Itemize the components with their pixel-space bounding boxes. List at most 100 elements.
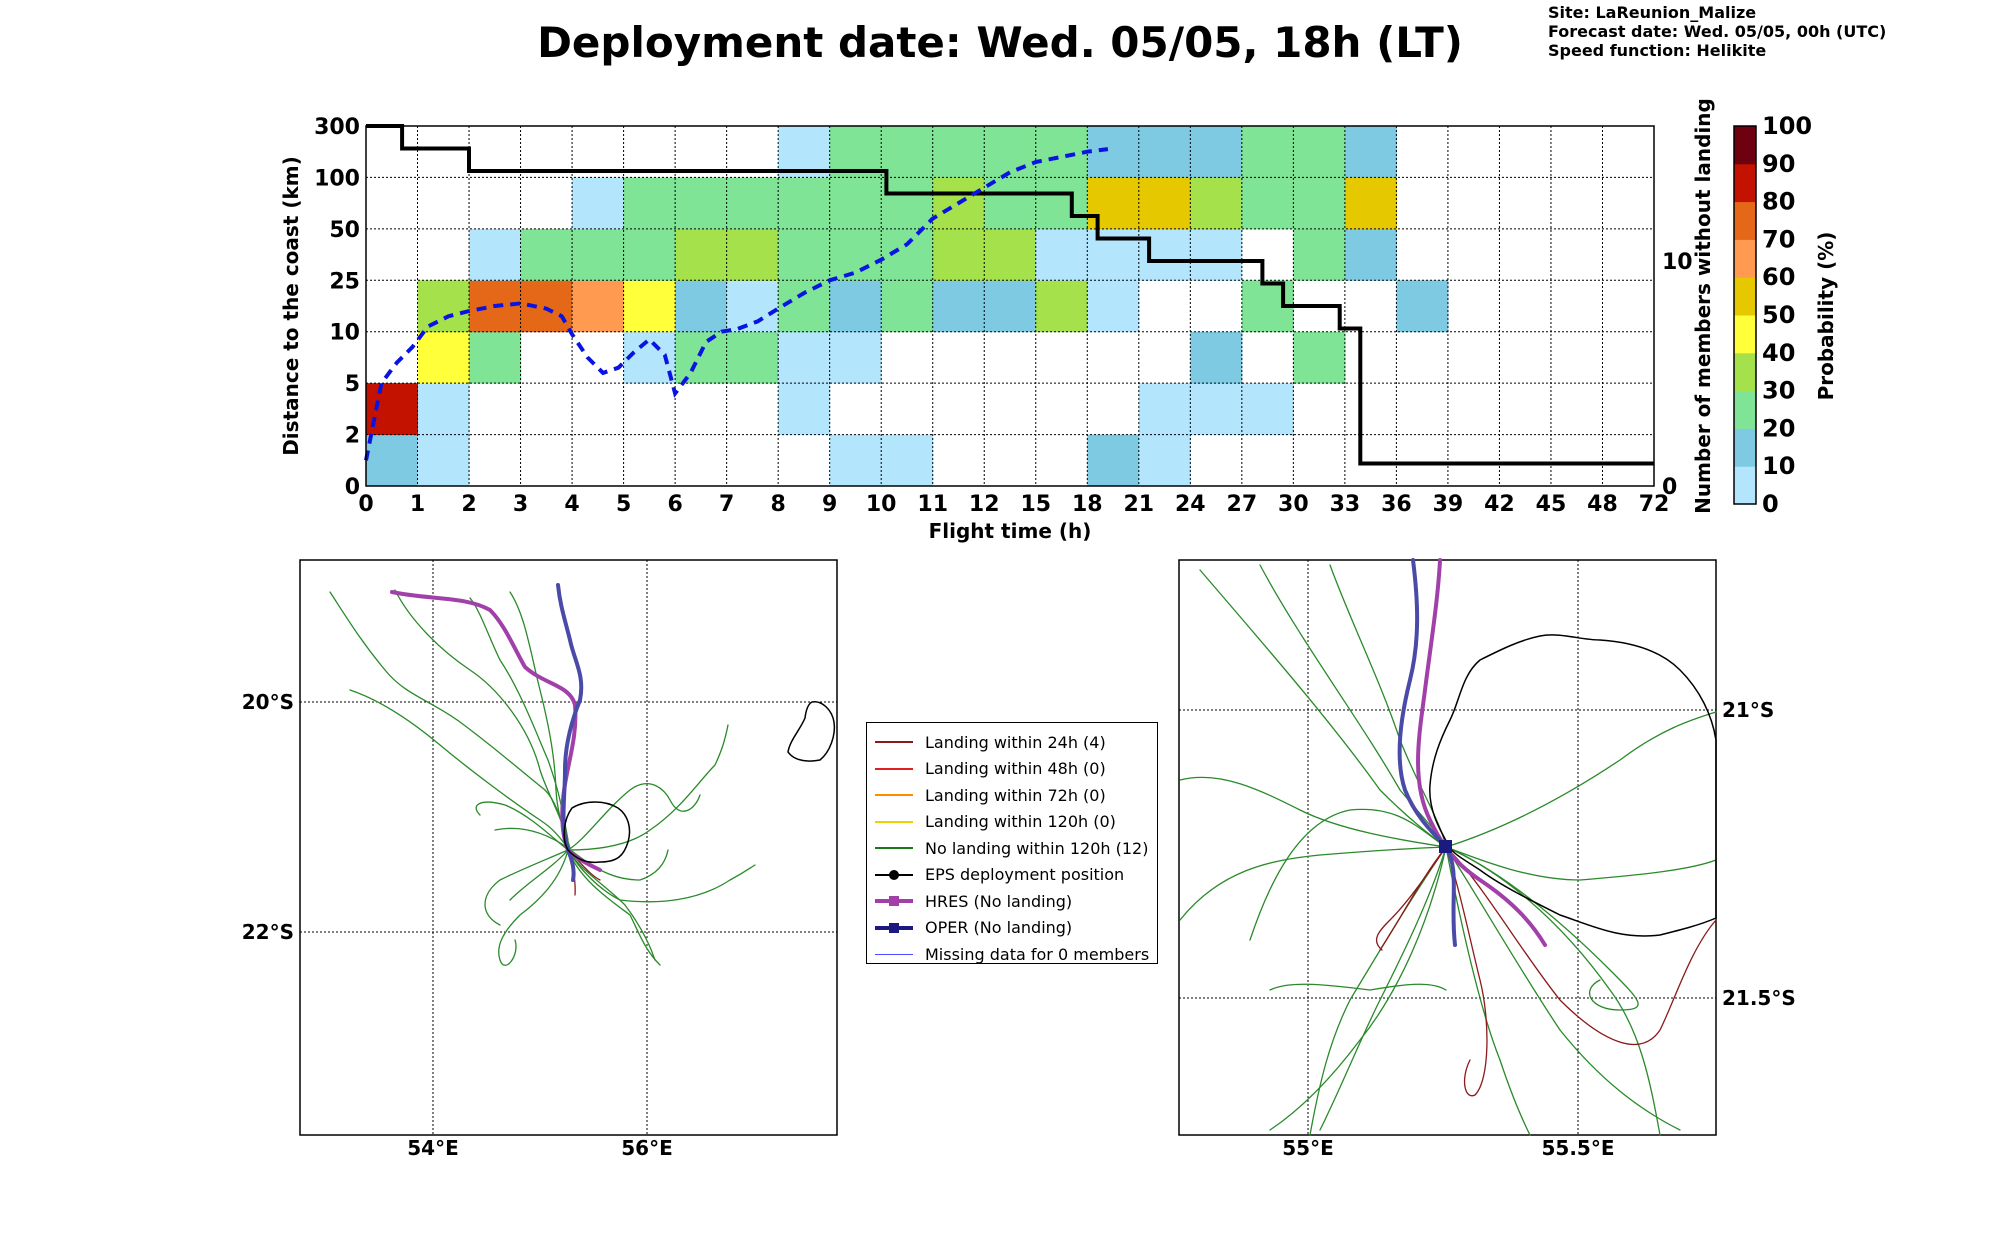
oper-deployment-marker xyxy=(1439,840,1452,853)
heatmap-cell xyxy=(366,434,419,487)
heatmap-cell xyxy=(469,331,522,384)
y-tick-label: 300 xyxy=(314,115,360,140)
heatmap-cell xyxy=(1190,228,1243,281)
colorbar-tick-label: 90 xyxy=(1762,150,1795,178)
heatmap-cell xyxy=(1344,177,1397,230)
legend-swatch xyxy=(873,734,915,750)
chart-title: Deployment date: Wed. 05/05, 18h (LT) xyxy=(537,18,1463,67)
ens-track xyxy=(1199,569,1447,848)
legend-label: Missing data for 0 members xyxy=(925,944,1150,964)
heatmap-cell xyxy=(1241,177,1294,230)
ens-track xyxy=(349,689,569,849)
heatmap-cell xyxy=(1293,126,1346,178)
map-zoom-xtick: 55°E xyxy=(1282,1136,1334,1160)
heatmap-cell xyxy=(726,280,779,333)
colorbar-swatch xyxy=(1734,163,1756,203)
heatmap-cell xyxy=(881,280,934,333)
heatmap-cell xyxy=(1190,126,1243,178)
y-tick-label: 0 xyxy=(345,475,360,500)
ens-track xyxy=(1445,846,1681,1131)
colorbar-swatch xyxy=(1734,352,1756,392)
legend-swatch xyxy=(873,787,915,803)
heatmap-cell xyxy=(1138,126,1191,178)
ens-track xyxy=(1179,846,1447,921)
colorbar-swatch xyxy=(1734,201,1756,240)
legend-item: Landing within 24h (4) xyxy=(873,729,1151,756)
heatmap-cell xyxy=(1087,126,1140,178)
ens-track xyxy=(1445,846,1488,1097)
heatmap-cell xyxy=(572,280,625,333)
legend-item: HRES (No landing) xyxy=(873,888,1151,915)
heatmap-cell xyxy=(1087,434,1140,487)
x-tick-label: 3 xyxy=(513,492,528,517)
heatmap-cell xyxy=(1293,228,1346,281)
heatmap-cell xyxy=(469,228,522,281)
x-tick-label: 8 xyxy=(771,492,786,517)
map-zoom-ytick: 21.5°S xyxy=(1722,986,1796,1010)
heatmap-cell xyxy=(1190,383,1243,436)
heatmap-cell xyxy=(1293,331,1346,384)
ens-track xyxy=(509,591,569,846)
heatmap-cell xyxy=(417,331,470,384)
ens-track xyxy=(567,849,576,896)
heatmap-cell xyxy=(623,280,676,333)
y-tick-label: 25 xyxy=(329,269,360,294)
heatmap-cell xyxy=(572,177,625,230)
y-tick-label: 10 xyxy=(329,321,360,346)
y-tick-label: 50 xyxy=(329,218,360,243)
ens-track xyxy=(1445,846,1717,881)
ens-track xyxy=(394,589,571,849)
heatmap-cell xyxy=(984,177,1037,230)
legend-swatch xyxy=(873,840,915,856)
ens-track xyxy=(1259,564,1447,848)
legend-item: Landing within 72h (0) xyxy=(873,782,1151,809)
ens-track xyxy=(1445,846,1717,1046)
y2-tick-label: 10 xyxy=(1662,250,1693,275)
legend-swatch xyxy=(873,814,915,830)
legend-label: No landing within 120h (12) xyxy=(925,838,1149,858)
heatmap-cell xyxy=(1035,126,1088,178)
ens-track xyxy=(1379,846,1447,951)
x-tick-label: 42 xyxy=(1484,492,1515,517)
legend-item: OPER (No landing) xyxy=(873,915,1151,942)
colorbar-tick-label: 30 xyxy=(1762,377,1795,405)
ens-track xyxy=(1375,846,1447,951)
map-zoom-frame xyxy=(1178,559,1717,1136)
map-wide-xtick: 56°E xyxy=(621,1136,673,1160)
colorbar-tick-label: 0 xyxy=(1762,490,1779,518)
heatmap-cell xyxy=(623,228,676,281)
heatmap-cell xyxy=(829,331,882,384)
heatmap-cell xyxy=(984,126,1037,178)
heatmap-cell xyxy=(984,228,1037,281)
map-zoom-xtick: 55.5°E xyxy=(1541,1136,1614,1160)
legend-swatch xyxy=(873,867,915,883)
x-tick-label: 5 xyxy=(616,492,631,517)
x-tick-label: 33 xyxy=(1330,492,1361,517)
colorbar-swatch xyxy=(1734,315,1756,354)
probability-heatmap-panel: 0 1 2 3 4 5 6 7 8 9 10 11 12 15 18 21 24 27 30 33 36 39 42 45 48… xyxy=(279,98,1838,543)
ens-track xyxy=(469,597,569,841)
heatmap-cell xyxy=(778,177,831,230)
ens-track xyxy=(509,849,756,903)
ens-track xyxy=(475,801,569,851)
ens-track xyxy=(567,849,656,961)
legend-label: Landing within 24h (4) xyxy=(925,732,1106,752)
heatmap-cell xyxy=(1241,126,1294,178)
ens-track xyxy=(1319,846,1447,1131)
colorbar-swatch xyxy=(1734,239,1756,278)
ens-track xyxy=(1179,776,1447,848)
heatmap-cell xyxy=(1344,228,1397,281)
x-tick-label: 72 xyxy=(1639,492,1670,517)
heatmap-cell xyxy=(1344,126,1397,178)
heatmap-cell xyxy=(1087,177,1140,230)
heatmap-cell xyxy=(881,434,934,487)
reunion-coastline-zoom xyxy=(1429,634,1717,937)
x-tick-label: 15 xyxy=(1020,492,1051,517)
legend-item: No landing within 120h (12) xyxy=(873,835,1151,862)
map-wide-frame xyxy=(299,559,838,1136)
heatmap-cell xyxy=(1138,434,1191,487)
heatmap-cell xyxy=(1035,280,1088,333)
ens-track xyxy=(1269,983,1447,991)
meta-site: Site: LaReunion_Malize xyxy=(1548,3,1757,22)
heatmap-cell xyxy=(829,177,882,230)
